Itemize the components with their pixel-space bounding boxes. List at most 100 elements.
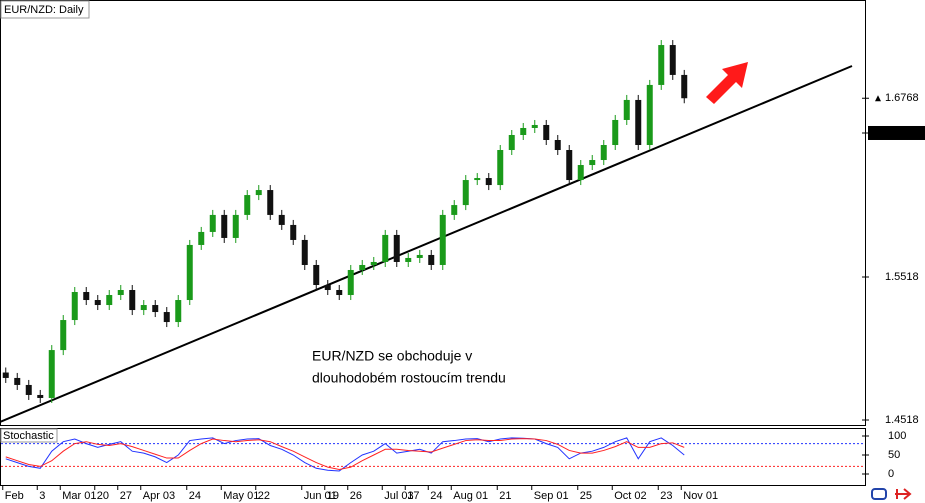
x-tick-label: May 01 [223, 490, 259, 502]
candle-body [313, 264, 320, 286]
candle-body [152, 305, 159, 313]
candle-body [37, 394, 44, 398]
last-price-label: 1.6768 [885, 92, 919, 104]
x-tick-label: 24 [189, 490, 201, 502]
y-tick-label: 50 [888, 449, 900, 461]
candle-body [71, 292, 78, 321]
candle-body [635, 99, 642, 146]
candle-body [60, 320, 67, 351]
candle-body [106, 295, 113, 306]
x-tick-label: Mar 01 [62, 490, 96, 502]
stochastic-line [5, 438, 685, 470]
x-tick-label: 22 [258, 490, 270, 502]
candle-body [301, 239, 308, 265]
candle-body [405, 257, 412, 262]
x-tick-label: 26 [350, 490, 362, 502]
candle-body [290, 224, 297, 240]
x-tick-label: 19 [327, 490, 339, 502]
red-arrow [706, 62, 748, 104]
x-tick-label: 27 [120, 490, 132, 502]
x-tick-label: 3 [39, 490, 45, 502]
candle-body [267, 190, 274, 215]
stochastic-line [5, 437, 685, 472]
candle-body [48, 350, 55, 398]
x-tick-label: 24 [430, 490, 442, 502]
annotation: dlouhodobém rostoucím trendu [312, 370, 506, 386]
y-tick-label: 1.5518 [885, 271, 919, 283]
candle-body [577, 165, 584, 181]
x-tick-label: 23 [660, 490, 672, 502]
candle-body [393, 234, 400, 262]
candle-body [14, 377, 21, 385]
candle-body [94, 300, 101, 306]
candle-body [359, 264, 366, 270]
candle-body [428, 254, 435, 265]
candle-body [566, 150, 573, 181]
x-tick-label: 17 [407, 490, 419, 502]
candle-body [175, 300, 182, 323]
y-tick-label: 1.6525 [885, 127, 919, 139]
candle-body [244, 195, 251, 215]
candle-body [451, 205, 458, 215]
x-tick-label: Apr 03 [143, 490, 175, 502]
candle-body [382, 234, 389, 262]
candle-body [278, 214, 285, 225]
candle-body [669, 45, 676, 75]
candle-body [198, 231, 205, 245]
y-tick-label: 0 [888, 468, 894, 480]
title-box [0, 0, 90, 19]
candle-body [370, 261, 377, 265]
candle-body [324, 285, 331, 291]
x-tick-label: 25 [580, 490, 592, 502]
candle-body [554, 139, 561, 151]
candle-body [485, 178, 492, 186]
candle-body [129, 290, 136, 311]
y-tick-label: 100 [888, 430, 906, 442]
candle-body [474, 178, 481, 181]
candle-body [589, 160, 596, 166]
candle-body [646, 84, 653, 146]
candle-body [336, 290, 343, 296]
link-icon[interactable] [871, 488, 887, 500]
x-tick-label: Jun 01 [304, 490, 337, 502]
candle-body [623, 99, 630, 120]
candle-body [543, 124, 550, 140]
candle-body [163, 312, 170, 323]
price-box [868, 125, 925, 140]
last-price-marker [875, 95, 881, 102]
candle-body [439, 214, 446, 265]
stochastic-panel-frame [0, 428, 866, 486]
trend-line [0, 65, 853, 423]
candle-body [117, 290, 124, 296]
candle-body [347, 269, 354, 296]
main-panel-frame [0, 0, 866, 426]
x-tick-label: Jul 03 [384, 490, 413, 502]
x-tick-label: 21 [499, 490, 511, 502]
candle-body [681, 74, 688, 99]
candle-body [416, 254, 423, 258]
candle-body [186, 244, 193, 301]
candle-body [2, 372, 9, 378]
candle-body [508, 134, 515, 151]
x-tick-label: Nov 01 [683, 490, 718, 502]
candle-body [531, 124, 538, 128]
x-tick-label: Aug 01 [453, 490, 488, 502]
candle-body [497, 150, 504, 186]
candle-body [658, 45, 665, 85]
candle-body [221, 214, 228, 238]
y-tick-label: 1.4518 [885, 414, 919, 426]
indicator-title-box [0, 428, 58, 443]
scroll-icon[interactable] [895, 488, 912, 500]
candle-body [255, 190, 262, 196]
x-tick-label: Sep 01 [534, 490, 569, 502]
candle-body [83, 292, 90, 301]
x-tick-label: 20 [97, 490, 109, 502]
candle-body [25, 384, 32, 395]
x-tick-label: Feb [5, 490, 24, 502]
chart-title: EUR/NZD: Daily [4, 4, 84, 16]
candle-body [520, 127, 527, 135]
x-tick-label: Oct 02 [614, 490, 646, 502]
annotation: EUR/NZD se obchoduje v [312, 348, 472, 364]
